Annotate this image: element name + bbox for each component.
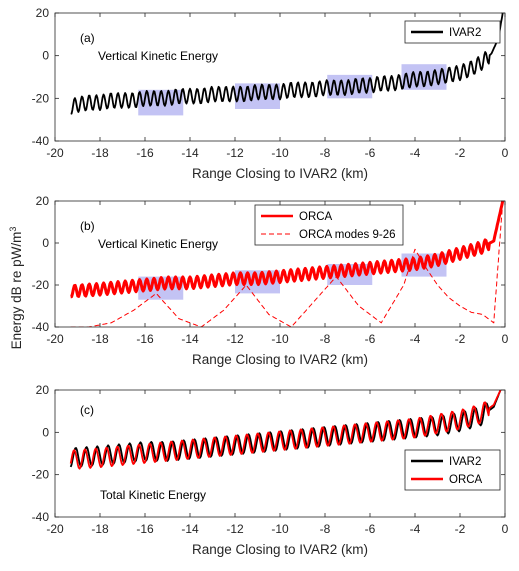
x-tick-label: -16 xyxy=(136,146,154,160)
x-tick-label: -10 xyxy=(271,146,289,160)
legend-label: ORCA modes 9-26 xyxy=(299,229,396,241)
chart-panel-3: -20 -18 -16 -14 -12 -10 -8 -6 -4 -2 0-40-20020Rang… xyxy=(32,383,509,557)
y-tick-label: -40 xyxy=(32,134,50,148)
y-tick-label: -20 xyxy=(32,278,50,292)
legend: IVAR2 xyxy=(404,20,501,44)
x-tick-label: -18 xyxy=(91,332,109,346)
x-tick-label: -2 xyxy=(455,146,466,160)
y-tick-label: 20 xyxy=(36,194,50,208)
x-tick-label: -4 xyxy=(410,522,421,536)
x-tick-label: 0 xyxy=(502,522,509,536)
chart-panel-1: -20 -18 -16 -14 -12 -10 -8 -6 -4 -2 0-40-20020Rang… xyxy=(32,6,509,181)
x-tick-label: -20 xyxy=(46,332,64,346)
panel-annotation: Vertical Kinetic Energy xyxy=(98,49,218,63)
legend-box xyxy=(404,20,501,44)
legend-box xyxy=(254,204,404,246)
series-group xyxy=(70,13,504,115)
x-axis-label: Range Closing to IVAR2 (km) xyxy=(192,352,368,367)
panel-label: (c) xyxy=(80,403,94,417)
y-axis-label: Energy dB re pW/m3 xyxy=(8,227,24,350)
x-tick-label: -12 xyxy=(226,146,244,160)
panel-annotation: Total Kinetic Energy xyxy=(100,488,206,502)
x-tick-label: -14 xyxy=(181,146,199,160)
y-tick-label: -40 xyxy=(32,510,50,524)
x-tick-label: -12 xyxy=(226,522,244,536)
y-tick-label: -20 xyxy=(32,468,50,482)
x-tick-label: -16 xyxy=(136,522,154,536)
x-tick-label: -16 xyxy=(136,332,154,346)
x-tick-label: -2 xyxy=(455,332,466,346)
x-tick-label: 0 xyxy=(502,332,509,346)
x-tick-label: -4 xyxy=(410,146,421,160)
x-tick-label: -12 xyxy=(226,332,244,346)
x-tick-label: 0 xyxy=(502,146,509,160)
x-tick-label: -14 xyxy=(181,332,199,346)
x-tick-label: -6 xyxy=(365,522,376,536)
x-tick-label: -14 xyxy=(181,522,199,536)
chart-panel-2: -20 -18 -16 -14 -12 -10 -8 -6 -4 -2 0-40-20020Rang… xyxy=(32,194,509,367)
y-tick-label: 20 xyxy=(36,6,50,20)
panel-label: (b) xyxy=(80,219,95,233)
series-line-orca xyxy=(69,390,502,470)
series-line-orca-modes-9-26 xyxy=(70,201,504,327)
x-axis-label: Range Closing to IVAR2 (km) xyxy=(192,542,368,557)
x-tick-label: -10 xyxy=(271,332,289,346)
series-line-orca xyxy=(70,201,505,299)
legend-label: IVAR2 xyxy=(449,456,481,468)
x-tick-label: -8 xyxy=(320,146,331,160)
x-tick-label: -20 xyxy=(46,522,64,536)
x-tick-label: -18 xyxy=(91,522,109,536)
y-tick-label: 0 xyxy=(42,425,49,439)
legend: IVAR2 ORCA xyxy=(404,449,501,491)
legend-box xyxy=(404,449,501,491)
y-tick-label: 20 xyxy=(36,383,50,397)
x-tick-label: -8 xyxy=(320,522,331,536)
y-tick-label: -40 xyxy=(32,320,50,334)
y-tick-label: 0 xyxy=(42,49,49,63)
x-tick-label: -6 xyxy=(365,332,376,346)
x-tick-label: -8 xyxy=(320,332,331,346)
x-tick-label: -6 xyxy=(365,146,376,160)
panel-label: (a) xyxy=(80,31,95,45)
legend-label: ORCA xyxy=(449,474,483,486)
y-tick-label: -20 xyxy=(32,91,50,105)
x-axis-label: Range Closing to IVAR2 (km) xyxy=(192,166,368,181)
y-tick-label: 0 xyxy=(42,236,49,250)
x-tick-label: -20 xyxy=(46,146,64,160)
series-group xyxy=(69,390,502,470)
x-tick-label: -2 xyxy=(455,522,466,536)
x-tick-label: -4 xyxy=(410,332,421,346)
series-group xyxy=(70,201,505,327)
legend: ORCA ORCA modes 9-26 xyxy=(254,204,404,246)
legend-label: IVAR2 xyxy=(449,27,481,39)
panel-annotation: Vertical Kinetic Energy xyxy=(98,237,218,251)
series-line-ivar2 xyxy=(70,13,504,115)
x-tick-label: -18 xyxy=(91,146,109,160)
x-tick-label: -10 xyxy=(271,522,289,536)
legend-label: ORCA xyxy=(299,211,333,223)
